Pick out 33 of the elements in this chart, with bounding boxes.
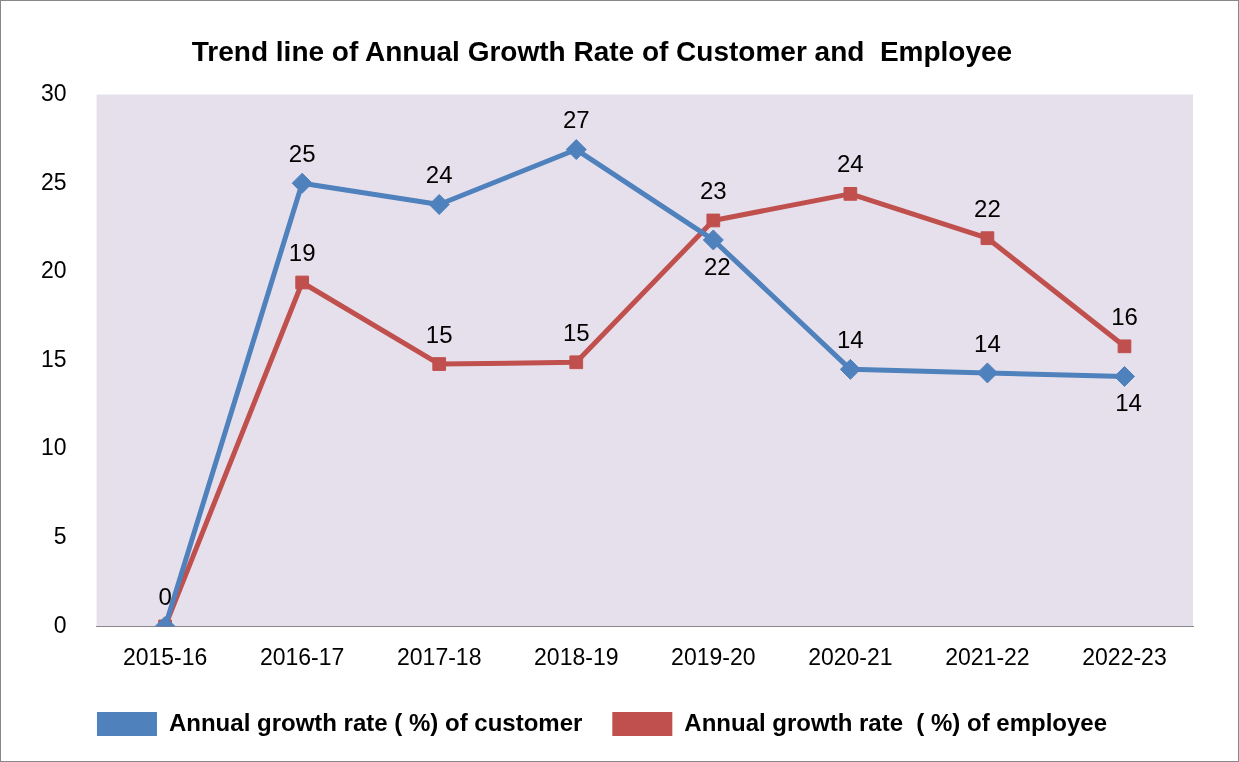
y-tick-label: 15	[40, 345, 67, 372]
x-tick-label: 2021-22	[945, 643, 1030, 670]
legend-label: Annual growth rate ( %) of employee	[684, 708, 1108, 736]
data-label: 24	[837, 150, 864, 178]
y-tick-label: 5	[53, 523, 67, 550]
data-label: 14	[837, 325, 864, 353]
data-label: 19	[288, 239, 316, 267]
y-tick-label: 0	[53, 611, 67, 638]
data-label: 25	[288, 139, 316, 167]
data-label: 22	[974, 194, 1001, 222]
x-tick-label: 2016-17	[259, 643, 345, 670]
x-tick-label: 2020-21	[808, 643, 893, 670]
data-label: 15	[425, 320, 453, 348]
data-label: 14	[1115, 389, 1142, 417]
data-label: 22	[703, 252, 731, 280]
data-label: 14	[974, 329, 1001, 357]
y-tick-label: 30	[40, 79, 67, 106]
data-label: 27	[562, 106, 590, 134]
chart-title: Trend line of Annual Growth Rate of Customer and Employee	[191, 35, 1013, 67]
legend-label: Annual growth rate ( %) of customer	[168, 708, 583, 736]
data-label: 23	[699, 177, 727, 205]
x-tick-label: 2019-20	[671, 643, 756, 670]
y-tick-label: 20	[40, 257, 67, 284]
x-tick-label: 2015-16	[122, 643, 208, 670]
y-tick-label: 10	[40, 434, 67, 461]
y-tick-label: 25	[40, 168, 67, 195]
data-label: 15	[562, 318, 590, 346]
data-label: 24	[425, 161, 453, 189]
x-tick-label: 2017-18	[397, 643, 482, 670]
data-label: 16	[1111, 302, 1138, 330]
data-label: 0	[158, 583, 172, 611]
x-tick-label: 2022-23	[1082, 643, 1167, 670]
x-tick-label: 2018-19	[534, 643, 619, 670]
